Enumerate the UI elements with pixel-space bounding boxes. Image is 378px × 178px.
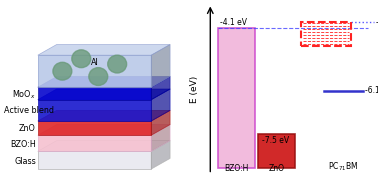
Polygon shape: [38, 44, 170, 55]
Circle shape: [89, 68, 108, 85]
Polygon shape: [38, 141, 170, 151]
Polygon shape: [38, 77, 170, 87]
Polygon shape: [151, 141, 170, 169]
Text: MoO$_x$: MoO$_x$: [12, 88, 36, 101]
Circle shape: [108, 55, 127, 73]
Polygon shape: [38, 121, 151, 135]
Text: ZnO: ZnO: [19, 124, 36, 133]
Polygon shape: [38, 151, 151, 169]
Text: ZnO: ZnO: [269, 164, 285, 173]
Text: -6.1 eV: -6.1 eV: [364, 86, 378, 95]
Polygon shape: [151, 89, 170, 121]
Polygon shape: [38, 125, 170, 135]
Text: E (eV): E (eV): [191, 75, 199, 103]
Polygon shape: [38, 87, 151, 100]
Bar: [259, 134, 295, 168]
Circle shape: [72, 50, 91, 68]
Text: -7.5 eV: -7.5 eV: [262, 136, 290, 145]
Text: BZO:H: BZO:H: [10, 140, 36, 149]
Text: -4.1 eV: -4.1 eV: [220, 19, 247, 27]
Polygon shape: [38, 89, 170, 100]
Polygon shape: [151, 110, 170, 135]
Text: -3.9 eV: -3.9 eV: [376, 18, 378, 27]
Polygon shape: [38, 100, 151, 121]
Polygon shape: [38, 55, 151, 87]
Polygon shape: [151, 77, 170, 100]
Polygon shape: [151, 125, 170, 151]
Bar: [301, 22, 351, 46]
Polygon shape: [151, 44, 170, 87]
Text: Glass: Glass: [14, 158, 36, 166]
Polygon shape: [38, 110, 170, 121]
Text: Active blend: Active blend: [4, 106, 54, 115]
Text: Al: Al: [91, 58, 98, 67]
Bar: [218, 28, 255, 168]
Text: PC$_{71}$BM: PC$_{71}$BM: [328, 160, 358, 173]
Text: BZO:H: BZO:H: [224, 164, 248, 173]
Polygon shape: [38, 135, 151, 151]
Circle shape: [53, 62, 72, 80]
